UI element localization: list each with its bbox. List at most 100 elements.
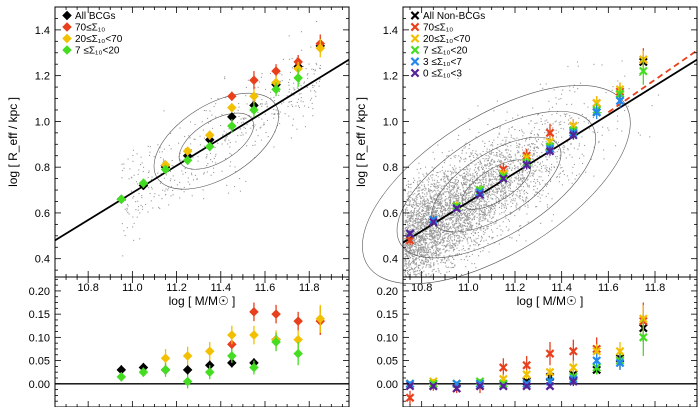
- background-point: [480, 210, 482, 212]
- background-point: [202, 189, 204, 191]
- background-point: [462, 226, 464, 228]
- background-point: [521, 115, 524, 118]
- background-point: [421, 209, 424, 212]
- background-point: [496, 148, 498, 150]
- background-point: [414, 179, 416, 181]
- background-point: [316, 20, 318, 23]
- background-point: [450, 201, 452, 203]
- background-point: [476, 226, 478, 228]
- background-point: [441, 185, 443, 187]
- background-point: [448, 183, 451, 185]
- background-point: [502, 197, 504, 199]
- background-point: [410, 249, 412, 251]
- background-point: [418, 246, 420, 248]
- background-point: [416, 181, 418, 183]
- background-point: [454, 230, 456, 232]
- background-point: [483, 186, 485, 188]
- background-point: [495, 155, 497, 157]
- background-point: [422, 255, 424, 257]
- background-point: [453, 188, 455, 190]
- background-point: [414, 270, 417, 272]
- background-point: [454, 193, 457, 195]
- background-point: [416, 230, 419, 232]
- background-point: [424, 255, 426, 257]
- background-point: [639, 134, 641, 136]
- background-point: [548, 108, 551, 110]
- background-point: [443, 175, 445, 177]
- background-point: [470, 184, 473, 186]
- background-point: [474, 202, 476, 204]
- background-point: [470, 226, 472, 228]
- background-point: [534, 185, 536, 187]
- background-point: [456, 214, 458, 216]
- background-point: [449, 210, 451, 212]
- background-point: [542, 141, 544, 143]
- background-point: [442, 176, 444, 178]
- background-point: [469, 228, 471, 231]
- background-point: [267, 136, 269, 138]
- background-point: [242, 121, 244, 123]
- background-point: [478, 210, 480, 212]
- background-point: [439, 214, 441, 216]
- background-point: [483, 233, 485, 235]
- background-point: [121, 170, 124, 172]
- background-point: [532, 173, 534, 175]
- background-point: [428, 218, 430, 220]
- background-point: [413, 272, 415, 274]
- background-point: [313, 90, 316, 92]
- background-point: [440, 227, 442, 229]
- background-point: [429, 275, 431, 278]
- background-point: [464, 219, 466, 221]
- background-point: [460, 215, 463, 217]
- background-point: [511, 126, 514, 128]
- background-point: [416, 199, 418, 201]
- background-point: [441, 222, 443, 224]
- background-point: [506, 157, 508, 159]
- background-point: [451, 222, 453, 224]
- background-point: [435, 210, 437, 212]
- background-point: [240, 134, 242, 136]
- background-point: [555, 136, 558, 138]
- background-point: [420, 202, 422, 204]
- background-point: [499, 201, 501, 203]
- background-point: [454, 227, 456, 229]
- background-point: [225, 97, 227, 99]
- background-point: [445, 191, 447, 193]
- background-point: [612, 86, 614, 88]
- background-point: [421, 220, 423, 222]
- background-point: [429, 175, 432, 177]
- background-point: [447, 207, 449, 210]
- background-point: [498, 202, 500, 205]
- background-point: [433, 202, 435, 204]
- background-point: [430, 196, 432, 198]
- background-point: [416, 274, 418, 276]
- background-point: [446, 227, 448, 229]
- background-point: [457, 182, 459, 184]
- background-point: [459, 174, 461, 176]
- background-point: [458, 235, 460, 237]
- background-point: [261, 103, 263, 105]
- background-point: [424, 204, 426, 206]
- background-point: [411, 224, 413, 226]
- background-point: [548, 168, 551, 170]
- background-point: [446, 240, 448, 242]
- background-point: [484, 145, 486, 147]
- background-point: [455, 167, 457, 169]
- background-point: [514, 200, 516, 202]
- background-point: [127, 205, 129, 207]
- background-point: [474, 244, 476, 246]
- background-point: [449, 254, 451, 256]
- background-point: [408, 221, 410, 223]
- background-point: [490, 173, 493, 175]
- background-point: [470, 197, 472, 199]
- background-point: [509, 167, 511, 169]
- background-point: [457, 173, 459, 175]
- background-point: [550, 169, 552, 171]
- background-point: [520, 185, 522, 188]
- background-point: [449, 202, 451, 204]
- background-point: [464, 212, 466, 214]
- background-point: [423, 249, 425, 251]
- background-point: [421, 254, 423, 256]
- background-point: [412, 223, 414, 225]
- background-point: [561, 136, 563, 138]
